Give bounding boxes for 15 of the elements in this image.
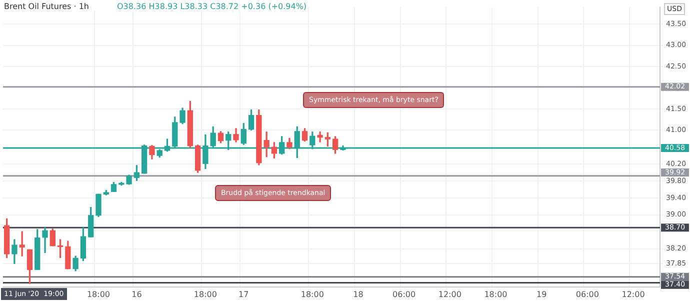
x-tick-label: 18 xyxy=(353,290,364,299)
x-tick-label: 19 xyxy=(536,290,547,299)
x-tick-label: 06:00 xyxy=(392,290,416,299)
x-tick-label: 12:00 xyxy=(438,290,462,299)
x-tick-label: 18:00 xyxy=(484,290,508,299)
candlestick xyxy=(317,132,323,142)
x-tick-label: 18:00 xyxy=(300,290,324,299)
x-tick-label: 12:00 xyxy=(622,290,645,299)
x-tick-label: 06:00 xyxy=(576,290,599,299)
chart-subtitle: O38.36 H38.93 L38.33 C38.72 +0.36 (+0.94%) xyxy=(117,2,307,11)
x-tick-label: 18:00 xyxy=(86,290,110,299)
x-tick-label: 18:00 xyxy=(194,290,217,299)
chart-title: Brent Oil Futures · 1h xyxy=(4,2,89,11)
x-tick-label: 17 xyxy=(238,290,249,299)
x-tick-label: 16 xyxy=(132,290,142,299)
